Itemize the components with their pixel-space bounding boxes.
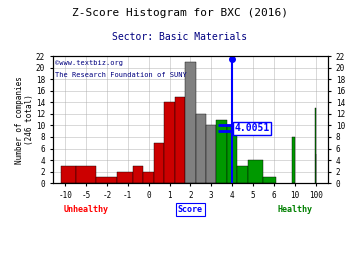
Bar — [133, 166, 143, 183]
Text: Healthy: Healthy — [277, 205, 312, 214]
Bar — [61, 166, 76, 183]
Text: Score: Score — [178, 205, 203, 214]
Text: Unhealthy: Unhealthy — [64, 205, 109, 214]
Bar — [96, 177, 117, 183]
Bar — [185, 62, 195, 183]
Bar — [237, 166, 248, 183]
Bar — [206, 126, 216, 183]
Bar — [195, 114, 206, 183]
Text: Z-Score Histogram for BXC (2016): Z-Score Histogram for BXC (2016) — [72, 8, 288, 18]
Bar — [227, 126, 237, 183]
Bar — [292, 137, 295, 183]
Text: ©www.textbiz.org: ©www.textbiz.org — [55, 60, 123, 66]
Bar — [164, 102, 175, 183]
Bar — [76, 166, 96, 183]
Text: 4.0051: 4.0051 — [234, 123, 270, 133]
Bar — [143, 171, 154, 183]
Bar — [154, 143, 164, 183]
Bar — [117, 171, 133, 183]
Text: The Research Foundation of SUNY: The Research Foundation of SUNY — [55, 72, 187, 77]
Text: Sector: Basic Materials: Sector: Basic Materials — [112, 32, 248, 42]
Bar — [216, 120, 227, 183]
Bar — [175, 97, 185, 183]
Bar — [264, 177, 276, 183]
Y-axis label: Number of companies
(246 total): Number of companies (246 total) — [15, 76, 35, 164]
Bar — [248, 160, 264, 183]
